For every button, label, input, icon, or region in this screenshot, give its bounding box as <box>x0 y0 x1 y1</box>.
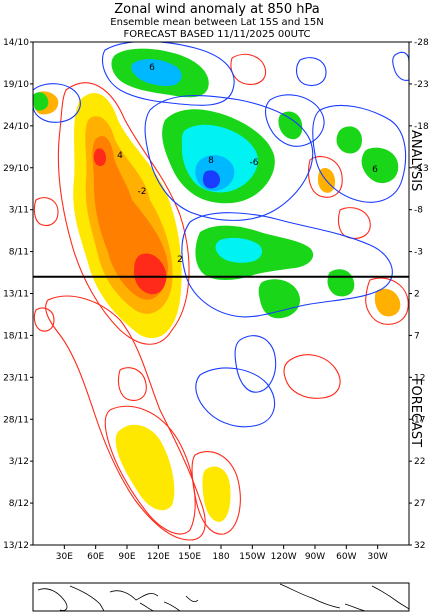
y-right-tick-label: 2 <box>414 290 420 300</box>
negative-anomaly-cp-core <box>215 237 263 263</box>
positive-contour <box>104 405 196 535</box>
positive-contour <box>191 451 241 535</box>
contour-label: -6 <box>250 158 259 168</box>
contour-label: 6 <box>372 165 378 175</box>
positive-contour <box>117 367 147 401</box>
positive-contour <box>230 53 267 85</box>
y-right-tick-label: -13 <box>414 164 429 174</box>
y-left-tick-label: 13/12 <box>3 541 29 551</box>
y-right-tick-label: 22 <box>414 457 425 467</box>
y-right-tick-label: 17 <box>414 415 425 425</box>
y-left-tick-label: 8/12 <box>9 499 29 509</box>
contour-label: 4 <box>117 151 123 161</box>
y-left-tick-label: 18/11 <box>3 331 29 341</box>
negative-contour <box>144 95 314 221</box>
contour-label: -2 <box>138 187 147 197</box>
negative-anomaly-east <box>278 111 303 140</box>
positive-contour <box>33 307 55 332</box>
positive-contour <box>307 156 343 198</box>
x-tick-label: 150W <box>239 552 265 562</box>
negative-anomaly-cp-2 <box>258 279 301 319</box>
contour-label: 8 <box>208 156 214 166</box>
x-tick-label: 60E <box>87 552 104 562</box>
x-tick-label: 180 <box>212 552 229 562</box>
negative-contour <box>101 42 235 106</box>
y-left-tick-label: 23/11 <box>3 373 29 383</box>
forecast-basis: FORECAST BASED 11/11/2025 00UTC <box>123 29 311 40</box>
x-tick-label: 90W <box>305 552 325 562</box>
x-tick-label: 30W <box>367 552 387 562</box>
y-left-tick-label: 24/10 <box>3 122 29 132</box>
y-right-tick-label: 12 <box>414 373 425 383</box>
contour-label: 6 <box>149 63 155 73</box>
negative-contour <box>234 335 277 393</box>
negative-contour <box>392 51 409 81</box>
negative-contour <box>295 57 327 87</box>
contour-labels: 6 4 8 -6 -2 2 6 <box>117 63 378 265</box>
y-right-tick-label: -3 <box>414 248 423 258</box>
contour-label: 2 <box>177 255 183 265</box>
y-right-tick-label: -18 <box>414 122 429 132</box>
positive-contour <box>57 82 190 345</box>
negative-anomaly-wp-peak <box>202 170 220 189</box>
positive-anomaly-peak <box>134 253 167 295</box>
positive-contour <box>337 207 371 239</box>
y-left-tick-label: 28/11 <box>3 415 29 425</box>
y-right-tick-label: 7 <box>414 331 420 341</box>
y-right-tick-label: 32 <box>414 541 425 551</box>
section-label-forecast: FORECAST <box>408 378 423 447</box>
positive-contour <box>45 295 206 541</box>
positive-anomaly-right <box>374 288 401 317</box>
y-left-tick-label: 8/11 <box>9 248 29 258</box>
chart-subtitle: Ensemble mean between Lat 15S and 15N <box>110 17 324 28</box>
positive-contour <box>365 277 409 325</box>
y-left-tick-label: 3/11 <box>9 206 29 216</box>
negative-anomaly-top-core <box>131 59 182 86</box>
negative-contour <box>181 212 393 318</box>
y-left-tick-label: 29/10 <box>3 164 29 174</box>
world-map-inset <box>32 582 410 612</box>
negative-anomaly-east-3 <box>361 147 399 184</box>
positive-contour <box>33 197 59 227</box>
y-right-tick-label: 27 <box>414 499 425 509</box>
positive-anomaly-forecast-2 <box>202 466 231 522</box>
y-axis-left: 14/10 19/10 24/10 29/10 3/11 8/11 13/11 18/11 23… <box>3 38 33 551</box>
negative-anomaly-cp-3 <box>327 269 355 297</box>
positive-contour <box>283 354 341 399</box>
positive-anomaly-peak-small <box>93 148 106 166</box>
negative-contour <box>33 83 81 123</box>
x-tick-label: 120E <box>147 552 170 562</box>
positive-anomaly-forecast-1 <box>115 424 175 511</box>
title-block: Zonal wind anomaly at 850 hPa Ensemble m… <box>0 0 434 41</box>
section-label-analysis: ANALYSIS <box>408 130 423 191</box>
negative-contour <box>312 104 407 203</box>
negative-anomaly-east-2 <box>336 126 362 154</box>
y-right-tick-label: -8 <box>414 206 423 216</box>
x-tick-label: 120W <box>271 552 297 562</box>
x-axis: 30E 60E 90E 120E 150E 180 150W 120W 90W 60W 30W <box>56 545 388 562</box>
negative-contour <box>195 367 276 428</box>
y-left-tick-label: 3/12 <box>9 457 29 467</box>
x-tick-label: 30E <box>56 552 73 562</box>
negative-contour <box>264 94 325 147</box>
y-left-tick-label: 19/10 <box>3 80 29 90</box>
x-tick-label: 90E <box>118 552 135 562</box>
x-tick-label: 150E <box>178 552 201 562</box>
x-tick-label: 60W <box>336 552 356 562</box>
y-right-tick-label: -28 <box>414 38 429 48</box>
plot-area: 6 4 8 -6 -2 2 6 <box>33 42 409 541</box>
y-right-tick-label: -23 <box>414 80 429 90</box>
chart-title: Zonal wind anomaly at 850 hPa <box>114 2 320 17</box>
y-left-tick-label: 14/10 <box>3 38 29 48</box>
negative-anomaly-left <box>33 92 49 111</box>
y-left-tick-label: 13/11 <box>3 290 29 300</box>
anomaly-contours <box>33 42 409 541</box>
